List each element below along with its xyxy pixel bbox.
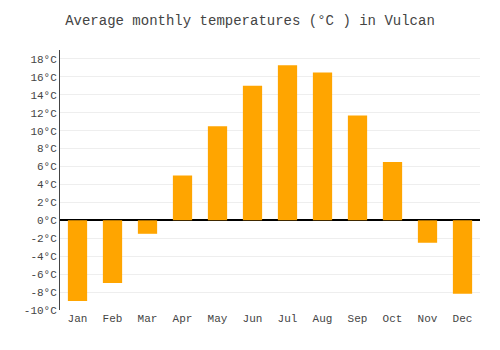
- svg-text:6°C: 6°C: [37, 161, 57, 173]
- svg-text:Sep: Sep: [348, 313, 368, 325]
- svg-text:-10°C: -10°C: [24, 305, 57, 317]
- svg-text:May: May: [208, 313, 228, 325]
- svg-text:Nov: Nov: [418, 313, 438, 325]
- svg-text:Feb: Feb: [103, 313, 123, 325]
- svg-text:Average monthly temperatures (: Average monthly temperatures (°C ) in Vu…: [65, 13, 435, 29]
- svg-text:Jun: Jun: [243, 313, 263, 325]
- svg-text:Jan: Jan: [68, 313, 88, 325]
- svg-text:4°C: 4°C: [37, 179, 57, 191]
- svg-text:Mar: Mar: [138, 313, 158, 325]
- svg-text:Oct: Oct: [383, 313, 403, 325]
- svg-text:-6°C: -6°C: [30, 269, 57, 281]
- svg-text:-4°C: -4°C: [30, 251, 57, 263]
- svg-text:2°C: 2°C: [37, 197, 57, 209]
- svg-text:Aug: Aug: [313, 313, 333, 325]
- svg-text:-8°C: -8°C: [30, 287, 57, 299]
- svg-text:12°C: 12°C: [30, 108, 57, 120]
- svg-text:-2°C: -2°C: [30, 233, 57, 245]
- svg-text:8°C: 8°C: [37, 143, 57, 155]
- svg-text:16°C: 16°C: [30, 72, 57, 84]
- svg-text:Apr: Apr: [173, 313, 193, 325]
- svg-text:Jul: Jul: [278, 313, 298, 325]
- svg-text:10°C: 10°C: [30, 126, 57, 138]
- svg-text:18°C: 18°C: [30, 54, 57, 66]
- svg-text:0°C: 0°C: [37, 215, 57, 227]
- svg-text:Dec: Dec: [453, 313, 473, 325]
- svg-text:14°C: 14°C: [30, 90, 57, 102]
